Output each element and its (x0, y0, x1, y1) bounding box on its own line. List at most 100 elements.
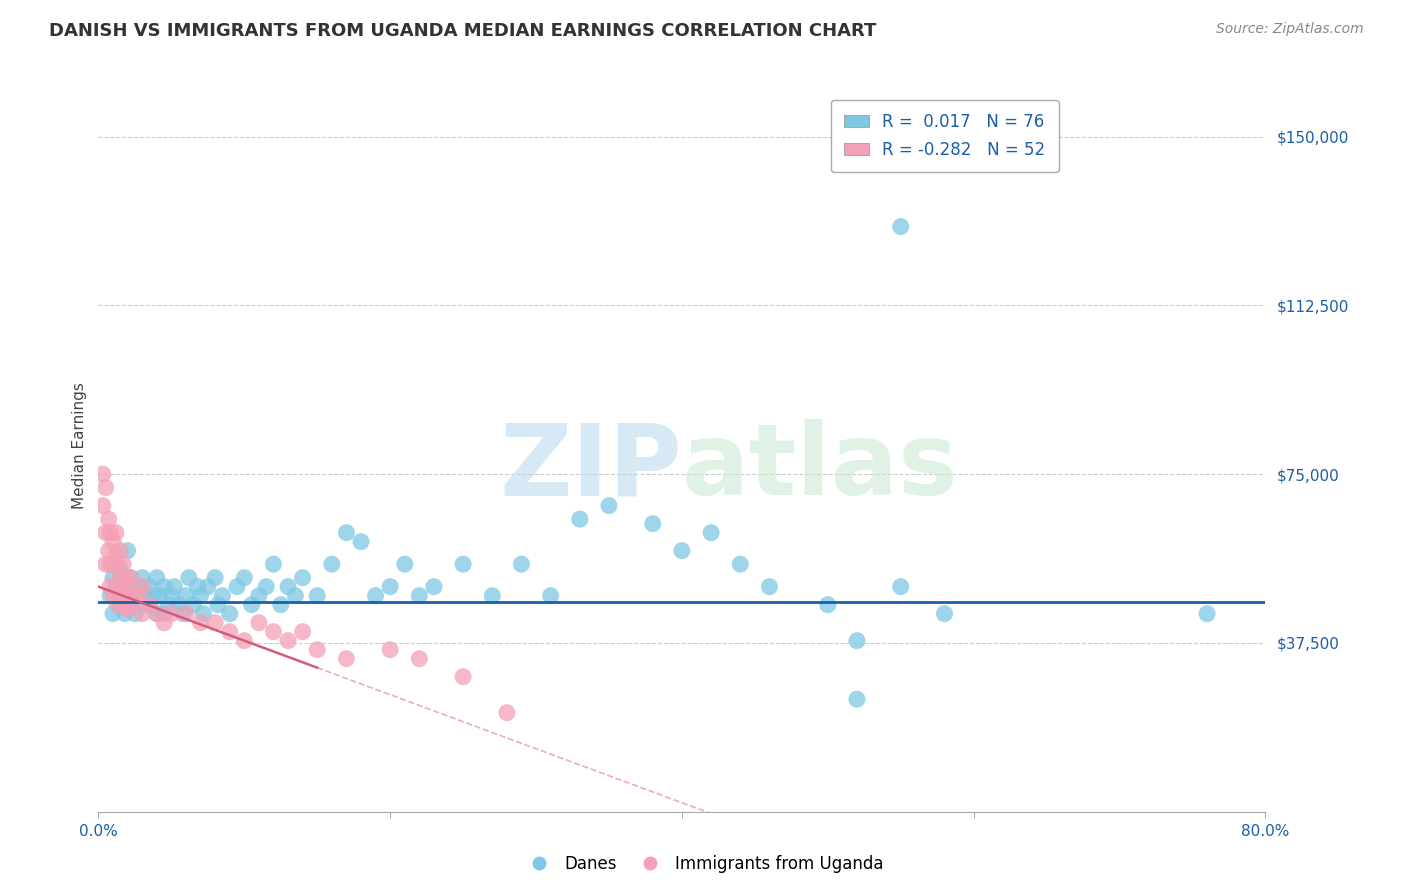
Point (262, 557, 284, 571)
Point (110, 571, 132, 585)
Point (114, 580, 136, 594)
Point (112, 557, 135, 571)
Point (934, 607, 956, 621)
Legend: R =  0.017   N = 76, R = -0.282   N = 52: R = 0.017 N = 76, R = -0.282 N = 52 (831, 100, 1059, 172)
Point (641, 516, 664, 531)
Point (291, 571, 314, 585)
Point (124, 589, 146, 603)
Point (124, 589, 146, 603)
Point (131, 598, 153, 612)
Point (181, 598, 204, 612)
Point (131, 571, 153, 585)
Point (380, 642, 402, 657)
Point (1195, 607, 1218, 621)
Point (160, 589, 183, 603)
Point (157, 598, 180, 612)
Point (190, 615, 212, 630)
Point (197, 580, 219, 594)
Point (124, 607, 146, 621)
Point (101, 571, 124, 585)
Point (890, 580, 912, 594)
Point (101, 589, 124, 603)
Point (117, 543, 139, 558)
Text: ZIP: ZIP (499, 419, 682, 516)
Point (134, 589, 156, 603)
Point (104, 548, 127, 562)
Point (110, 543, 132, 558)
Point (94, 481, 117, 495)
Point (97, 512, 120, 526)
Point (284, 589, 307, 603)
Point (110, 589, 132, 603)
Point (187, 580, 209, 594)
Point (101, 557, 124, 571)
Point (104, 580, 127, 594)
Point (120, 598, 142, 612)
Point (98, 525, 121, 540)
Point (128, 580, 150, 594)
Point (321, 557, 343, 571)
Text: Source: ZipAtlas.com: Source: ZipAtlas.com (1216, 22, 1364, 37)
Point (335, 525, 357, 540)
Point (110, 598, 132, 612)
Point (98, 557, 121, 571)
Point (174, 589, 197, 603)
Point (110, 562, 132, 576)
Point (254, 580, 277, 594)
Point (138, 598, 160, 612)
Point (117, 589, 139, 603)
Point (120, 571, 142, 585)
Point (277, 633, 299, 648)
Y-axis label: Median Earnings: Median Earnings (72, 383, 87, 509)
Point (98, 589, 121, 603)
Point (94, 557, 117, 571)
Point (167, 598, 190, 612)
Point (451, 557, 474, 571)
Point (277, 580, 299, 594)
Point (408, 651, 430, 665)
Point (307, 642, 329, 657)
Point (817, 598, 839, 612)
Point (262, 624, 284, 639)
Point (730, 557, 752, 571)
Point (408, 589, 430, 603)
Point (91, 499, 114, 513)
Point (163, 580, 186, 594)
Point (146, 607, 169, 621)
Point (233, 633, 256, 648)
Point (114, 598, 136, 612)
Point (364, 589, 387, 603)
Point (394, 557, 416, 571)
Point (218, 624, 240, 639)
Point (104, 525, 127, 540)
Point (671, 543, 693, 558)
Point (226, 580, 249, 594)
Point (172, 607, 194, 621)
Point (540, 589, 562, 603)
Point (117, 580, 139, 594)
Point (218, 607, 240, 621)
Point (146, 607, 169, 621)
Point (138, 598, 160, 612)
Point (97, 543, 120, 558)
Point (149, 589, 172, 603)
Point (105, 580, 128, 594)
Point (598, 499, 620, 513)
Point (211, 589, 233, 603)
Point (204, 571, 226, 585)
Point (105, 598, 128, 612)
Point (153, 615, 176, 630)
Point (94, 525, 117, 540)
Point (307, 589, 329, 603)
Point (451, 670, 474, 684)
Point (846, 633, 869, 648)
Point (91, 467, 114, 482)
Point (153, 580, 176, 594)
Point (131, 580, 153, 594)
Point (138, 580, 160, 594)
Point (114, 571, 136, 585)
Point (380, 580, 402, 594)
Point (160, 607, 183, 621)
Point (207, 598, 229, 612)
Point (700, 525, 723, 540)
